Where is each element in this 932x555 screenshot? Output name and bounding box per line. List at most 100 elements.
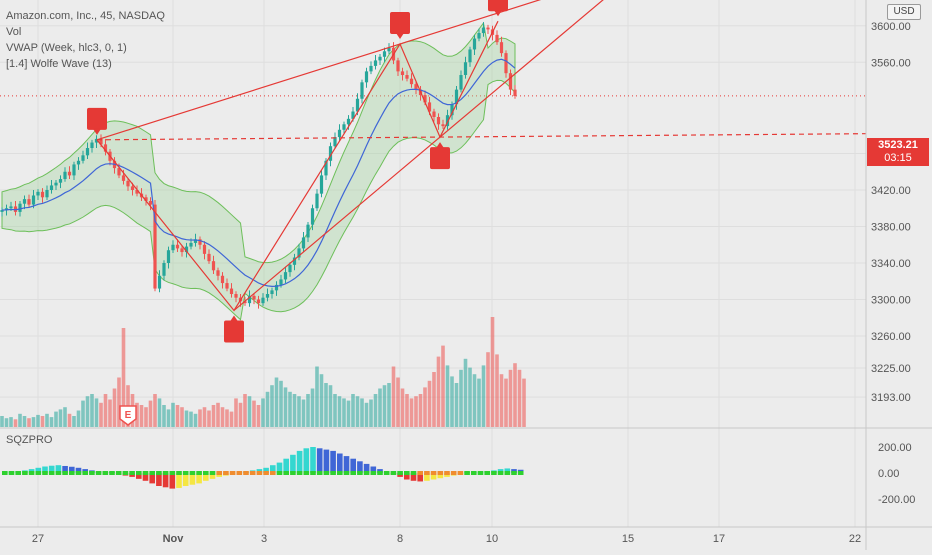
candle-body xyxy=(315,193,319,209)
time-tick-label: 17 xyxy=(713,533,725,545)
squeeze-dot xyxy=(75,471,82,475)
volume-bar xyxy=(238,402,243,427)
squeeze-dot xyxy=(444,471,450,475)
candle-body xyxy=(274,284,279,291)
volume-bar xyxy=(342,398,346,427)
sqz-bar xyxy=(343,456,350,473)
squeeze-dot xyxy=(491,471,497,475)
candle-body xyxy=(4,208,9,211)
candle-body xyxy=(369,65,373,72)
time-axis[interactable]: 27 Nov 3 8 10 15 17 22 xyxy=(32,533,861,545)
price-tick-label: 3300.00 xyxy=(871,295,911,307)
wolfe-point-marker xyxy=(390,12,410,34)
volume-bar xyxy=(27,418,31,427)
sqzpro-label[interactable]: SQZPRO xyxy=(6,434,53,446)
squeeze-dot xyxy=(89,471,95,475)
sqz-bar xyxy=(162,473,169,488)
sqz-bar xyxy=(75,467,82,473)
squeeze-dot xyxy=(176,471,182,475)
volume-bar xyxy=(0,416,4,427)
bar-countdown: 03:15 xyxy=(884,152,912,164)
candle-body xyxy=(301,237,306,249)
symbol-title[interactable]: Amazon.com, Inc., 45, NASDAQ xyxy=(6,10,165,22)
squeeze-dot xyxy=(377,471,383,475)
squeeze-dot xyxy=(270,471,276,475)
volume-bar xyxy=(184,410,189,427)
squeeze-dot xyxy=(350,471,356,475)
currency-button[interactable]: USD xyxy=(887,4,921,20)
squeeze-dot xyxy=(223,471,229,475)
volume-bar xyxy=(189,411,193,427)
volume-bar xyxy=(283,387,288,427)
volume-bar xyxy=(94,398,99,427)
candle-body xyxy=(337,129,342,138)
volume-bar xyxy=(292,394,297,427)
squeeze-dot xyxy=(437,471,444,475)
price-axis[interactable]: 3193.00 3225.00 3260.00 3300.00 3340.00 3380.… xyxy=(871,0,911,404)
candle-body xyxy=(513,89,517,97)
volume-bar xyxy=(99,402,103,427)
volume-legend[interactable]: Vol xyxy=(6,26,22,38)
volume-bar xyxy=(162,405,166,427)
sqzpro-axis[interactable]: 200.00 0.00 -200.00 xyxy=(878,442,915,506)
candle-body xyxy=(153,204,157,289)
earnings-event-marker[interactable]: E xyxy=(119,405,137,426)
candle-body xyxy=(468,49,472,63)
volume-bar xyxy=(472,374,477,427)
sqz-bar xyxy=(42,466,48,473)
sqz-bar xyxy=(169,473,176,489)
sqz-bar xyxy=(316,448,323,473)
squeeze-dot xyxy=(22,471,28,475)
gridlines xyxy=(0,0,866,527)
candle-body xyxy=(198,239,202,245)
candle-body xyxy=(360,82,364,99)
volume-bar xyxy=(297,396,301,427)
wolfe-wave xyxy=(87,0,867,343)
volume-bar xyxy=(427,380,432,427)
vwap-legend[interactable]: VWAP (Week, hlc3, 0, 1) xyxy=(6,42,127,54)
time-tick-label: 8 xyxy=(397,533,403,545)
squeeze-dot xyxy=(477,471,484,475)
wolfe-point-marker xyxy=(224,320,244,343)
sqz-bar xyxy=(48,465,55,473)
price-tick-label: 3260.00 xyxy=(871,331,911,343)
squeeze-dot xyxy=(115,471,122,475)
candle-body xyxy=(189,242,193,247)
squeeze-dot xyxy=(323,471,330,475)
candle-body xyxy=(148,200,153,205)
candle-body xyxy=(333,137,337,147)
volume-bar xyxy=(324,383,328,427)
candle-body xyxy=(270,290,274,295)
sqz-bar xyxy=(404,473,410,480)
volume-bar xyxy=(139,405,144,427)
squeeze-dot xyxy=(457,471,464,475)
candle-body xyxy=(499,42,504,54)
squeeze-dot xyxy=(162,471,169,475)
wolfe-point-pointer xyxy=(396,33,404,39)
volume-bar xyxy=(459,369,463,427)
candle-body xyxy=(67,171,72,176)
wolfe-target-line xyxy=(96,133,867,141)
wolfe-legend[interactable]: [1.4] Wolfe Wave (13) xyxy=(6,58,112,70)
volume-bar xyxy=(463,358,468,427)
sqz-bar xyxy=(337,453,343,473)
price-tick-label: 3380.00 xyxy=(871,222,911,234)
candle-body xyxy=(373,60,378,66)
candle-body xyxy=(472,38,477,50)
squeeze-dot xyxy=(417,471,423,475)
volume-bar xyxy=(378,388,382,427)
volume-bar xyxy=(49,417,54,427)
sqz-bar xyxy=(417,473,423,482)
volume-bar xyxy=(18,413,22,427)
wolfe-point-marker xyxy=(488,0,508,12)
candle-body xyxy=(445,115,450,127)
sqz-bar xyxy=(203,473,209,481)
candle-body xyxy=(378,56,382,61)
squeeze-dot xyxy=(15,471,21,475)
candle-body xyxy=(288,264,292,273)
volume-bar xyxy=(445,365,450,427)
volume-bar xyxy=(306,394,310,427)
squeeze-dot xyxy=(450,471,457,475)
volume-bar xyxy=(373,394,378,427)
